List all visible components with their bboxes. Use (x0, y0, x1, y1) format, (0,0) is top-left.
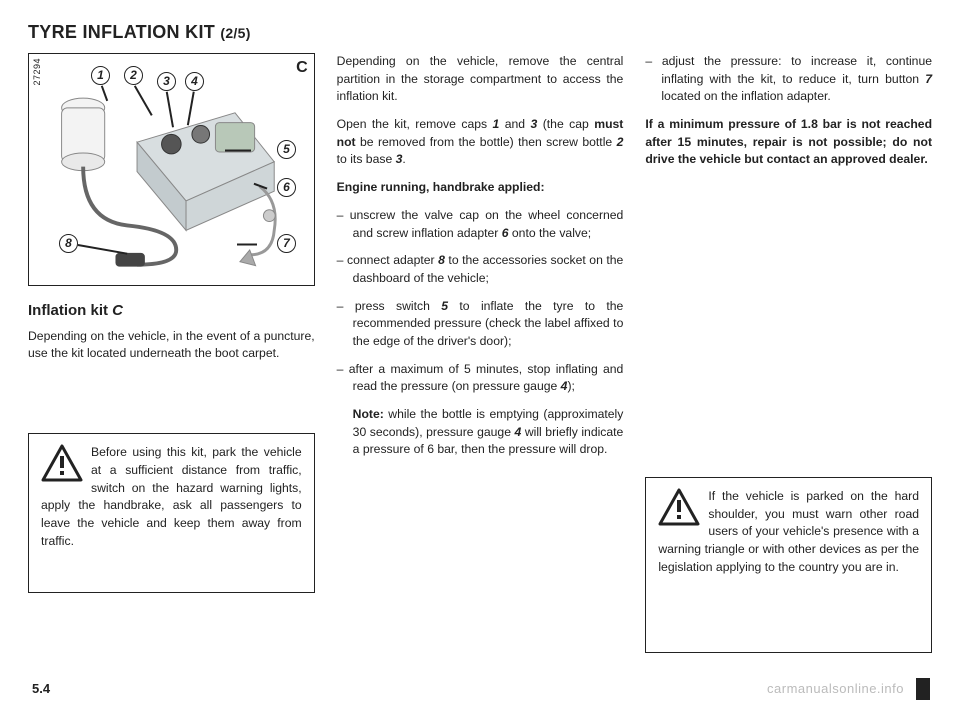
t: to its base (337, 152, 396, 166)
callout-1: 1 (91, 66, 110, 85)
title-part: (2/5) (220, 25, 250, 41)
t: 6 (502, 226, 509, 240)
c2-li1: unscrew the valve cap on the wheel conce… (337, 207, 624, 242)
t: 7 (925, 72, 932, 86)
t: 8 (438, 253, 445, 267)
title-main: TYRE INFLATION KIT (28, 22, 215, 42)
illustration: 27294 C (28, 53, 315, 286)
t: and (499, 117, 530, 131)
c2-li3: press switch 5 to inflate the tyre to th… (337, 298, 624, 351)
leader (237, 244, 257, 246)
t: 5 (441, 299, 448, 313)
subhead-text: Inflation kit (28, 302, 112, 319)
c2-list: unscrew the valve cap on the wheel conce… (337, 207, 624, 396)
watermark: carmanualsonline.info (767, 681, 904, 696)
col3-top: adjust the pressure: to increase it, con… (645, 53, 932, 179)
c2-note: Note: while the bottle is emptying (appr… (337, 406, 624, 459)
c3-final: If a minimum pressure of 1.8 bar is not … (645, 116, 932, 169)
callout-3: 3 (157, 72, 176, 91)
t: Note: (353, 407, 384, 421)
column-2: Depending on the vehicle, remove the cen… (337, 53, 624, 653)
c2-li2: connect adapter 8 to the accessories soc… (337, 252, 624, 287)
t: 2 (617, 135, 624, 149)
t: after a maximum of 5 minutes, stop infla… (349, 362, 624, 394)
inflation-kit-subhead: Inflation kit C (28, 300, 315, 322)
c2-li4: after a maximum of 5 minutes, stop infla… (337, 361, 624, 396)
t: onto the valve; (509, 226, 592, 240)
callout-7: 7 (277, 234, 296, 253)
page-title: TYRE INFLATION KIT (2/5) (28, 22, 932, 43)
t: adjust the pressure: to increase it, con… (661, 54, 932, 86)
leader (225, 150, 251, 152)
column-3: adjust the pressure: to increase it, con… (645, 53, 932, 653)
t: connect adapter (347, 253, 438, 267)
t: . (402, 152, 405, 166)
warning-triangle-icon (658, 488, 700, 526)
t: be removed from the bottle) then screw b… (356, 135, 617, 149)
c2-p3: Engine running, handbrake applied: (337, 179, 624, 197)
content-columns: 27294 C (28, 53, 932, 653)
warning-triangle-icon (41, 444, 83, 482)
callout-5: 5 (277, 140, 296, 159)
callout-8: 8 (59, 234, 78, 253)
t: (the cap (537, 117, 594, 131)
t: ); (567, 379, 574, 393)
illus-corner-label: C (296, 56, 308, 79)
warning-box-left: Before using this kit, park the vehicle … (28, 433, 315, 593)
col1-p1: Depending on the vehicle, in the event o… (28, 328, 315, 363)
callout-2: 2 (124, 66, 143, 85)
c3-list: adjust the pressure: to increase it, con… (645, 53, 932, 106)
column-1: 27294 C (28, 53, 315, 653)
t: located on the inflation adapter. (661, 89, 830, 103)
warning-box-right: If the vehicle is parked on the hard sho… (645, 477, 932, 653)
c2-p1: Depending on the vehicle, remove the cen… (337, 53, 624, 106)
page-tab-icon (916, 678, 930, 700)
page-number: 5.4 (32, 681, 50, 696)
t: Open the kit, remove caps (337, 117, 493, 131)
t: press switch (355, 299, 441, 313)
illus-side-code: 27294 (31, 58, 44, 86)
c2-p2: Open the kit, remove caps 1 and 3 (the c… (337, 116, 624, 169)
callout-6: 6 (277, 178, 296, 197)
subhead-ital: C (112, 302, 123, 319)
callout-4: 4 (185, 72, 204, 91)
c3-li5: adjust the pressure: to increase it, con… (645, 53, 932, 106)
